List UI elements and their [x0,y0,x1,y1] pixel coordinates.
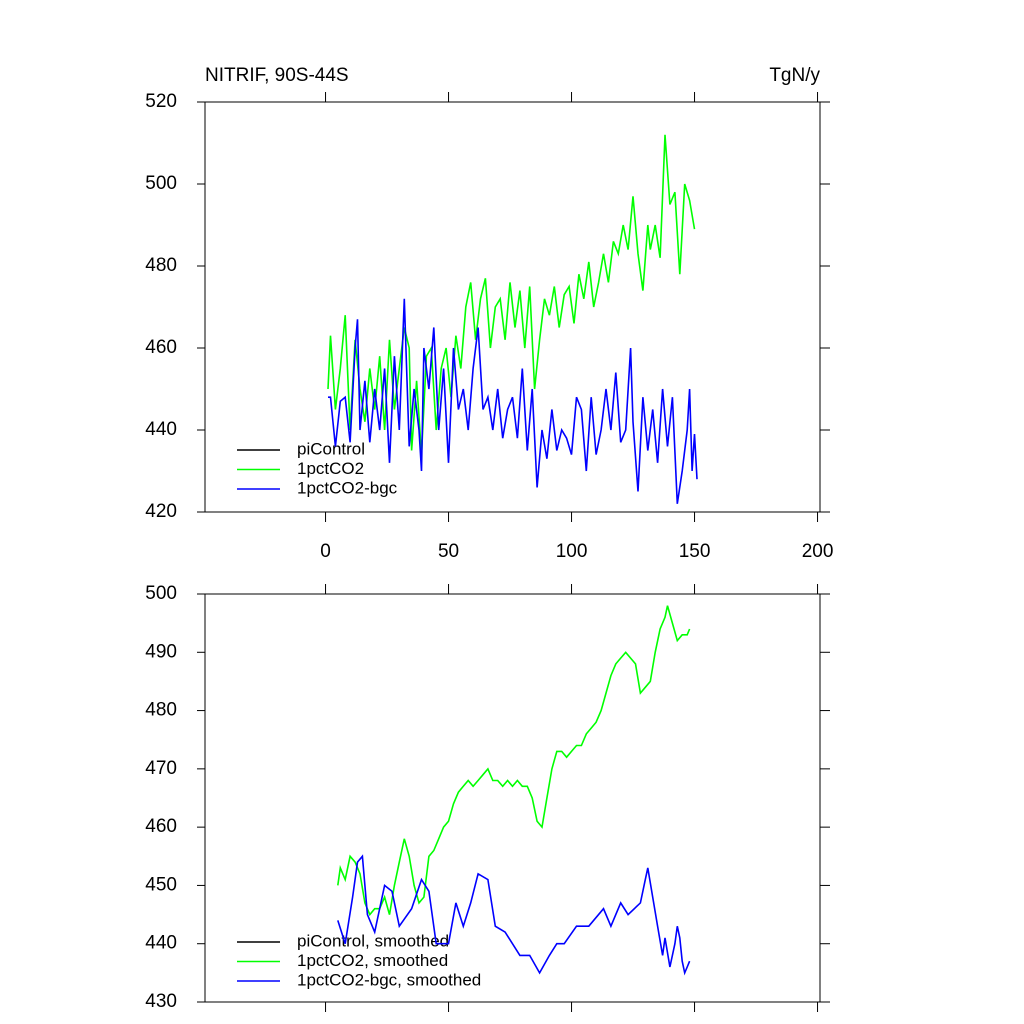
x-tick-label: 150 [679,541,711,562]
x-tick-label: 100 [556,541,588,562]
legend-label: piControl [297,439,365,458]
y-tick-label: 440 [145,933,177,954]
x-tick-label: 200 [802,541,834,562]
y-tick-label: 440 [145,419,177,440]
data-line [327,134,696,455]
x-tick-label: 50 [438,541,459,562]
units-label: TgN/y [769,65,820,86]
data-line [337,854,691,976]
y-tick-label: 450 [145,874,177,895]
y-tick-label: 500 [145,173,177,194]
y-tick-label: 520 [145,91,177,112]
plot-frame [204,101,821,513]
legend-label: 1pctCO2-bgc, smoothed [297,970,481,989]
y-tick-label: 480 [145,700,177,721]
y-tick-label: 420 [145,501,177,522]
legend-label: 1pctCO2, smoothed [297,951,448,970]
legend-label: 1pctCO2-bgc [297,478,398,497]
legend-label: 1pctCO2 [297,459,364,478]
y-tick-label: 490 [145,641,177,662]
legend-label: piControl, smoothed [297,931,449,950]
y-tick-label: 500 [145,583,177,604]
y-tick-label: 470 [145,758,177,779]
y-tick-label: 480 [145,255,177,276]
plot-frame [204,593,821,1003]
y-tick-label: 460 [145,816,177,837]
y-tick-label: 460 [145,337,177,358]
y-tick-label: 430 [145,991,177,1012]
data-line [328,298,698,504]
data-line [337,605,691,917]
chart-title: NITRIF, 90S-44S [205,65,349,86]
x-tick-label: 0 [320,541,331,562]
